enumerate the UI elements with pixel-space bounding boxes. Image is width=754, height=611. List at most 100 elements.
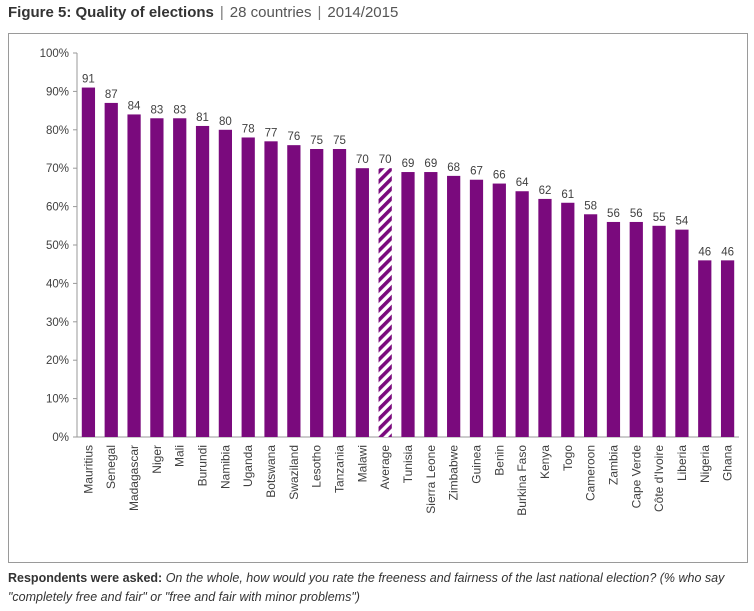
category-label: Swaziland bbox=[287, 445, 301, 500]
data-label: 46 bbox=[721, 246, 734, 258]
data-label: 77 bbox=[265, 127, 278, 139]
data-label: 56 bbox=[630, 208, 643, 220]
category-label: Malawi bbox=[355, 445, 369, 482]
y-tick-label: 0% bbox=[52, 432, 69, 444]
data-label: 55 bbox=[653, 212, 666, 224]
category-label: Lesotho bbox=[310, 445, 324, 488]
y-tick-label: 80% bbox=[46, 125, 69, 137]
y-tick-label: 10% bbox=[46, 394, 69, 406]
question-label: Respondents were asked: bbox=[8, 571, 163, 585]
bar bbox=[652, 225, 666, 437]
chart-frame: 0% 10% 20% 30% 40% 50% 60% 70% 80% 90% 100% 91 Mauri… bbox=[8, 33, 748, 563]
data-label: 81 bbox=[196, 112, 209, 124]
y-tick-label: 30% bbox=[46, 317, 69, 329]
category-label: Kenya bbox=[538, 445, 552, 479]
y-tick-label: 100% bbox=[40, 48, 69, 60]
y-tick-label: 90% bbox=[46, 86, 69, 98]
y-tick-label: 40% bbox=[46, 278, 69, 290]
bar bbox=[241, 137, 255, 437]
survey-question-note: Respondents were asked: On the whole, ho… bbox=[8, 569, 748, 607]
data-label: 54 bbox=[676, 216, 689, 228]
data-label: 70 bbox=[379, 154, 392, 166]
category-label: Average bbox=[378, 445, 392, 490]
data-label: 61 bbox=[561, 189, 574, 201]
bar bbox=[698, 260, 712, 437]
data-label: 83 bbox=[173, 104, 186, 116]
bar bbox=[424, 172, 438, 438]
bar bbox=[515, 191, 529, 437]
data-label: 78 bbox=[242, 123, 255, 135]
category-label: Zambia bbox=[606, 445, 620, 485]
y-tick-label: 50% bbox=[46, 240, 69, 252]
category-label: Uganda bbox=[241, 445, 255, 487]
data-label: 84 bbox=[128, 100, 141, 112]
data-label: 66 bbox=[493, 170, 506, 182]
title-period: 2014/2015 bbox=[327, 4, 399, 21]
bar bbox=[675, 229, 689, 437]
bar bbox=[584, 214, 598, 437]
data-label: 70 bbox=[356, 154, 369, 166]
title-main: Figure 5: Quality of elections bbox=[8, 4, 214, 21]
data-label: 69 bbox=[424, 158, 437, 170]
category-label: Côte d'Ivoire bbox=[652, 445, 666, 512]
bar bbox=[538, 198, 552, 437]
data-label: 75 bbox=[310, 135, 323, 147]
question-text: On the whole, how would you rate the fre… bbox=[8, 571, 725, 604]
bar bbox=[606, 221, 621, 437]
category-label: Niger bbox=[150, 445, 164, 474]
bar bbox=[81, 87, 96, 437]
bar bbox=[218, 129, 232, 438]
data-label: 80 bbox=[219, 116, 232, 128]
data-label: 87 bbox=[105, 89, 118, 101]
bar bbox=[150, 118, 164, 437]
category-label: Burkina Faso bbox=[515, 445, 529, 516]
data-label: 75 bbox=[333, 135, 346, 147]
bar bbox=[561, 202, 575, 437]
bar bbox=[720, 260, 735, 437]
category-label: Namibia bbox=[218, 445, 232, 489]
bar bbox=[629, 221, 643, 437]
bar bbox=[195, 125, 210, 438]
category-label: Benin bbox=[492, 445, 506, 476]
bar-chart: 0% 10% 20% 30% 40% 50% 60% 70% 80% 90% 100% 91 Mauri… bbox=[40, 48, 739, 516]
title-separator: | bbox=[219, 4, 224, 21]
category-label: Tanzania bbox=[333, 445, 347, 493]
data-label: 76 bbox=[287, 131, 300, 143]
bar bbox=[127, 114, 141, 437]
category-label: Mali bbox=[173, 445, 187, 467]
average-bar bbox=[378, 168, 392, 437]
title-country-count: 28 countries bbox=[229, 4, 312, 21]
data-label: 64 bbox=[516, 177, 529, 189]
bar bbox=[447, 175, 461, 437]
bar bbox=[287, 145, 301, 437]
figure-title: Figure 5: Quality of elections | 28 countr… bbox=[8, 4, 398, 21]
category-label: Madagascar bbox=[127, 445, 141, 511]
data-label: 46 bbox=[698, 246, 711, 258]
title-separator: | bbox=[317, 4, 322, 21]
y-tick-label: 20% bbox=[46, 355, 69, 367]
data-label: 56 bbox=[607, 208, 620, 220]
data-label: 69 bbox=[402, 158, 415, 170]
bar bbox=[401, 172, 415, 438]
category-label: Tunisia bbox=[401, 445, 415, 484]
bar bbox=[332, 149, 347, 437]
category-label: Guinea bbox=[469, 445, 483, 484]
data-label: 62 bbox=[539, 185, 552, 197]
category-label: Nigeria bbox=[698, 445, 712, 483]
category-label: Cape Verde bbox=[629, 445, 643, 509]
bar bbox=[264, 141, 278, 437]
bar bbox=[355, 168, 369, 437]
category-label: Togo bbox=[561, 445, 575, 471]
category-label: Liberia bbox=[675, 445, 689, 481]
bar bbox=[469, 179, 484, 437]
category-label: Cameroon bbox=[584, 445, 598, 501]
data-label: 91 bbox=[82, 74, 95, 86]
bar bbox=[173, 118, 187, 437]
category-label: Zimbabwe bbox=[447, 445, 461, 501]
data-label: 67 bbox=[470, 166, 483, 178]
bar bbox=[310, 149, 324, 437]
y-tick-label: 60% bbox=[46, 202, 69, 214]
y-tick-label: 70% bbox=[46, 163, 69, 175]
category-label: Burundi bbox=[196, 445, 210, 486]
data-label: 83 bbox=[150, 104, 163, 116]
